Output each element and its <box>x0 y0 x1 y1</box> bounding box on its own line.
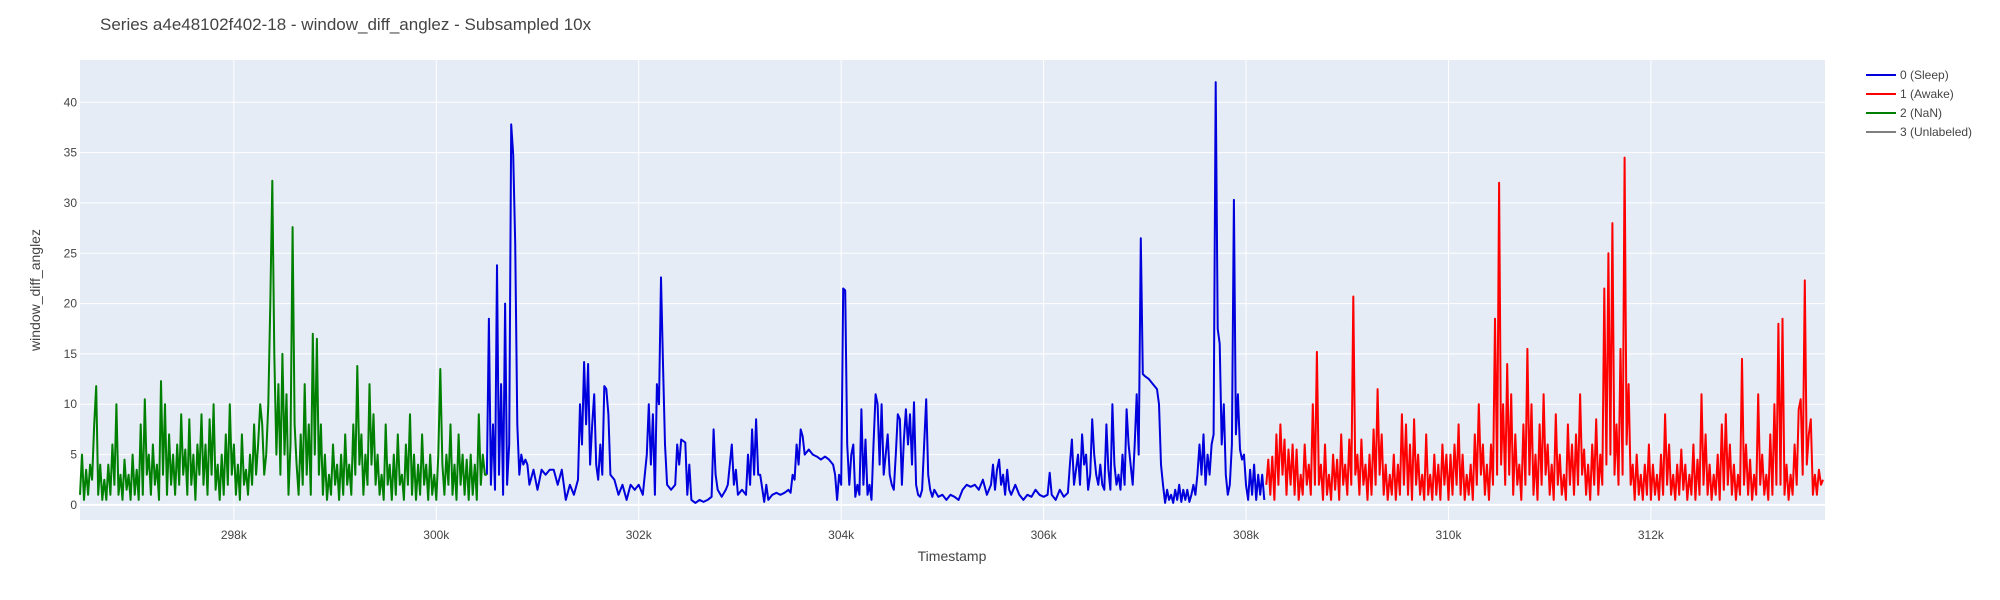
y-tick-label: 10 <box>64 397 78 411</box>
y-tick-label: 15 <box>64 347 78 361</box>
legend-label-1-awake[interactable]: 1 (Awake) <box>1900 87 1954 101</box>
series-line-0-sleep <box>485 81 1266 504</box>
x-tick-label: 310k <box>1435 528 1462 542</box>
plot-background <box>80 60 1825 520</box>
series-line-1-awake <box>1265 156 1824 501</box>
x-tick-label: 304k <box>828 528 855 542</box>
x-tick-label: 302k <box>626 528 653 542</box>
y-tick-label: 20 <box>64 297 78 311</box>
series-line-2-nan <box>79 179 487 501</box>
legend: 0 (Sleep) 1 (Awake) 2 (NaN) 3 (Unlabeled) <box>1866 68 1972 139</box>
y-tick-label: 25 <box>64 246 78 260</box>
x-tick-label: 306k <box>1031 528 1058 542</box>
y-tick-label: 0 <box>70 498 77 512</box>
y-axis-ticks: 0 5 10 15 20 25 30 35 40 <box>64 95 78 512</box>
y-tick-label: 35 <box>64 146 78 160</box>
series-lines <box>79 81 1824 504</box>
legend-label-0-sleep[interactable]: 0 (Sleep) <box>1900 68 1949 82</box>
x-tick-label: 300k <box>423 528 450 542</box>
legend-label-2-nan[interactable]: 2 (NaN) <box>1900 106 1942 120</box>
y-axis-title: window_diff_anglez <box>27 229 43 352</box>
x-axis-ticks: 298k 300k 302k 304k 306k 308k 310k 312k <box>221 528 1665 542</box>
y-tick-label: 5 <box>70 448 77 462</box>
y-tick-label: 40 <box>64 95 78 109</box>
y-tick-label: 30 <box>64 196 78 210</box>
x-tick-label: 312k <box>1638 528 1665 542</box>
x-axis-title: Timestamp <box>918 548 987 564</box>
x-tick-label: 308k <box>1233 528 1260 542</box>
chart-title: Series a4e48102f402-18 - window_diff_ang… <box>100 15 592 34</box>
x-tick-label: 298k <box>221 528 248 542</box>
legend-label-3-unlabeled[interactable]: 3 (Unlabeled) <box>1900 125 1972 139</box>
